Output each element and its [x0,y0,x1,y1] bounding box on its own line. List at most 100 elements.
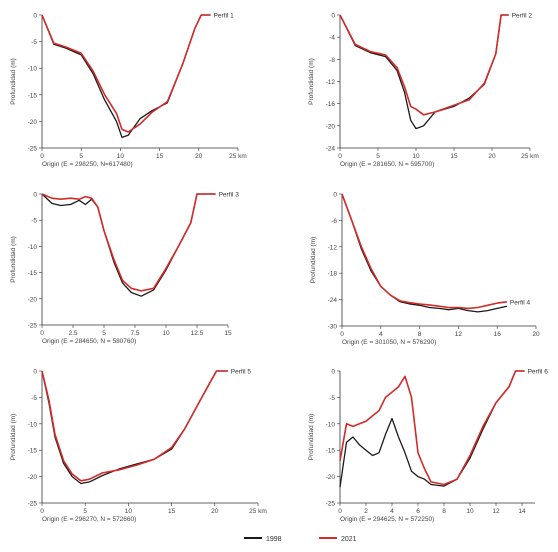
x-tick-label: 0 [40,153,44,160]
y-tick-label: -20 [326,123,336,130]
y-tick-label: -5 [329,395,335,402]
x-tick-label: 14 [518,508,526,515]
y-axis-label: Profundidad (m) [308,414,315,461]
x-tick-label: 15 [156,153,164,160]
x-tick-label: 12.5 [191,330,204,337]
y-tick-label: 0 [33,369,37,376]
x-tick-label: 20 [211,508,219,515]
y-axis-label: Profundidad (m) [10,414,17,461]
x-tick-label: 0 [40,330,44,337]
series-line-2021 [41,193,216,292]
y-tick-label: -15 [326,448,336,455]
y-tick-label: -10 [28,421,38,428]
y-axis-label: Profundidad (m) [10,58,17,105]
x-tick-label: 2.5 [68,330,77,337]
origin-caption: Origin (E = 281650, N = 595700) [340,161,434,168]
x-tick-label: 15 [450,153,458,160]
x-tick-label: 5 [79,153,83,160]
y-tick-label: -5 [31,39,37,46]
y-tick-label: -20 [326,474,336,481]
legend-label-2021: 2021 [341,536,357,543]
series-line-2021 [41,370,228,482]
x-tick-label: 12 [492,508,500,515]
x-tick-label: 2 [364,508,368,515]
x-tick-label: 0 [338,508,342,515]
series-line-2021 [41,14,211,133]
series-line-1998 [339,370,525,488]
y-tick-label: -20 [28,296,38,303]
x-tick-label: 6 [416,508,420,515]
origin-caption: Origin (E = 301050, N = 576290) [342,339,436,346]
y-axis-label: Profundidad (m) [308,58,315,105]
y-tick-label: -8 [329,57,335,64]
origin-caption: Origin (E = 298250, N=617480) [42,161,133,168]
x-tick-label: 0 [40,508,44,515]
series-line-2021 [339,370,525,486]
y-tick-label: 0 [33,13,37,20]
x-tick-label: 4 [390,508,394,515]
panel-label: Perfil 1 [214,13,235,20]
legend-label-1998: 1998 [266,536,282,543]
series-line-1998 [41,370,228,485]
series-line-1998 [341,193,508,313]
legend: 1998 2021 [244,536,357,543]
origin-caption: Origin (E = 296270, N = 572660) [42,516,136,523]
y-tick-label: -24 [326,146,336,153]
x-tick-label: 5 [376,153,380,160]
y-tick-label: 0 [331,13,335,20]
y-tick-label: -15 [28,448,38,455]
y-tick-label: 0 [33,192,37,199]
x-tick-label: 16 [494,331,502,338]
y-axis-label: Profundidad (m) [310,237,317,284]
y-tick-label: -20 [28,474,38,481]
x-tick-label: 10 [162,330,170,337]
x-tick-label: 0 [338,153,342,160]
y-tick-label: -10 [326,421,336,428]
y-tick-label: -25 [28,146,38,153]
x-tick-label: 25 km [229,153,247,160]
x-tick-label: 20 [488,153,496,160]
y-tick-label: -10 [28,244,38,251]
y-tick-label: -18 [328,271,338,278]
series-line-2021 [339,14,509,116]
series-line-2021 [341,193,508,310]
x-tick-label: 20 [195,153,203,160]
y-tick-label: -16 [326,101,336,108]
x-tick-label: 15 [224,330,232,337]
x-tick-label: 8 [442,508,446,515]
origin-caption: Origin (E = 294625, N = 572250) [340,516,434,523]
y-tick-label: -5 [31,395,37,402]
y-tick-label: -25 [28,501,38,508]
y-tick-label: -5 [31,218,37,225]
x-tick-label: 25 km [249,508,267,515]
y-axis-label: Profundidad (m) [10,236,17,283]
x-tick-label: 5 [83,508,87,515]
y-tick-label: -20 [28,119,38,126]
x-tick-label: 4 [379,331,383,338]
y-tick-label: 0 [331,369,335,376]
x-tick-label: 25 km [521,153,539,160]
x-tick-label: 7.5 [130,330,139,337]
x-tick-label: 10 [117,153,125,160]
x-tick-label: 10 [125,508,133,515]
series-line-1998 [41,14,211,139]
series-line-1998 [41,193,216,297]
x-tick-label: 10 [412,153,420,160]
y-tick-label: -25 [326,501,336,508]
panel-label: Perfil 4 [510,299,531,306]
panel-label: Perfil 5 [231,369,252,376]
panel-label: Perfil 3 [219,192,240,199]
x-tick-label: 20 [532,331,540,338]
x-tick-label: 5 [102,330,106,337]
y-tick-label: -12 [328,244,338,251]
x-tick-label: 8 [418,331,422,338]
panel-label: Perfil 6 [528,369,549,376]
y-tick-label: -25 [28,323,38,330]
y-tick-label: -4 [329,35,335,42]
